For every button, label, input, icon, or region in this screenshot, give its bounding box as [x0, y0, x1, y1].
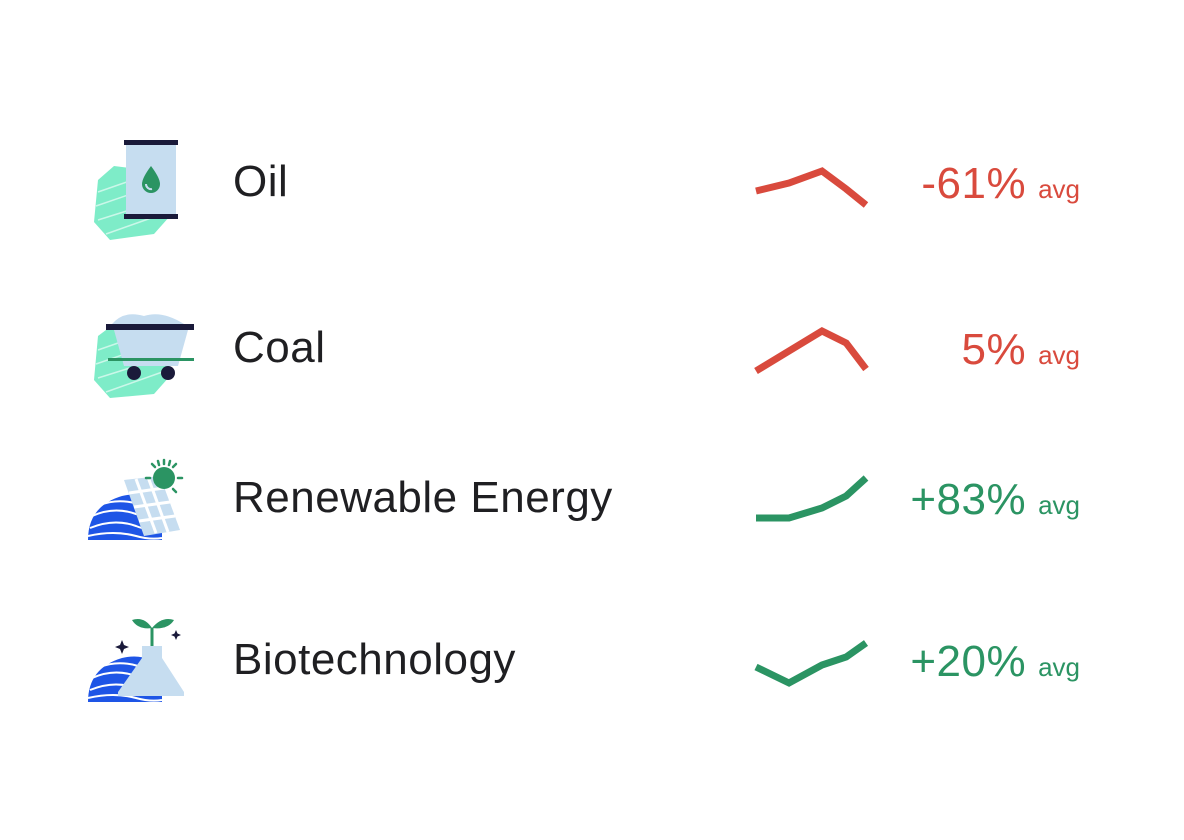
sparkline-coal	[748, 311, 876, 391]
percent-change: -61%	[921, 159, 1027, 208]
avg-suffix: avg	[1038, 490, 1080, 520]
solar-panel-icon	[84, 426, 194, 566]
sparkline-line	[754, 640, 869, 687]
avg-suffix: avg	[1038, 174, 1080, 204]
sector-value: 5% avg	[961, 328, 1080, 372]
sector-row-oil[interactable]: Oil -61% avg	[0, 110, 1184, 250]
sparkline-renewable-energy	[748, 458, 876, 538]
sector-value: +20% avg	[910, 640, 1080, 684]
avg-suffix: avg	[1038, 652, 1080, 682]
sector-row-renewable-energy[interactable]: Renewable Energy +83% avg	[0, 426, 1184, 566]
coal-cart-icon	[84, 276, 194, 416]
percent-change: +83%	[910, 475, 1027, 524]
sector-name: Oil	[233, 157, 289, 206]
sparkline-line	[756, 475, 869, 522]
sparkline-chart	[754, 640, 869, 687]
plant-flask-icon	[84, 588, 194, 728]
sector-value: +83% avg	[910, 478, 1080, 522]
sector-name: Coal	[233, 323, 326, 372]
sector-row-coal[interactable]: Coal 5% avg	[0, 276, 1184, 416]
sector-value: -61% avg	[921, 162, 1080, 206]
sparkline-chart	[755, 167, 869, 208]
sparkline-line	[754, 327, 869, 374]
avg-suffix: avg	[1038, 340, 1080, 370]
sector-name: Biotechnology	[233, 635, 516, 684]
oil-barrel-icon	[84, 110, 194, 250]
sparkline-line	[755, 167, 869, 208]
sparkline-biotechnology	[748, 623, 876, 703]
percent-change: 5%	[961, 325, 1027, 374]
sparkline-oil	[748, 145, 876, 225]
sector-name: Renewable Energy	[233, 473, 613, 522]
sparkline-chart	[756, 475, 869, 522]
sparkline-chart	[754, 327, 869, 374]
sector-row-biotechnology[interactable]: Biotechnology +20% avg	[0, 588, 1184, 728]
percent-change: +20%	[910, 637, 1027, 686]
